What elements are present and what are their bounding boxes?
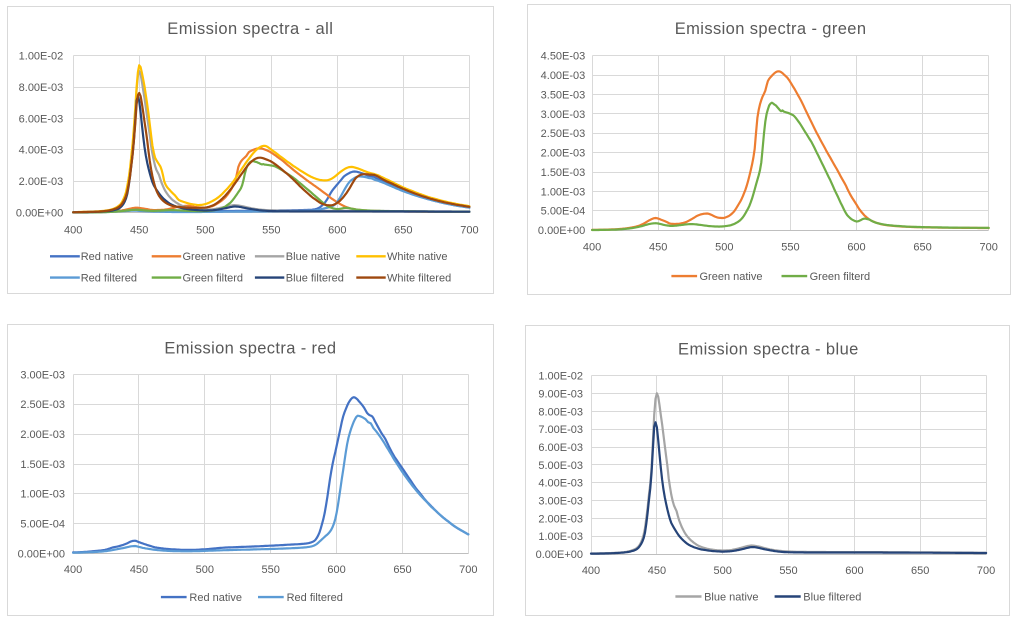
svg-text:Red filtered: Red filtered — [81, 273, 137, 285]
svg-text:8.00E-03: 8.00E-03 — [19, 82, 64, 94]
svg-text:450: 450 — [648, 565, 666, 577]
svg-text:450: 450 — [130, 564, 148, 576]
svg-text:Red filtered: Red filtered — [287, 592, 343, 604]
svg-text:400: 400 — [64, 224, 82, 236]
svg-text:Blue native: Blue native — [704, 591, 758, 603]
svg-text:0.00E+00: 0.00E+00 — [536, 549, 583, 561]
svg-text:400: 400 — [583, 241, 601, 253]
svg-text:2.00E-03: 2.00E-03 — [538, 513, 583, 525]
svg-text:4.00E-03: 4.00E-03 — [541, 70, 586, 82]
svg-text:Emission spectra - red: Emission spectra - red — [164, 339, 336, 357]
svg-text:700: 700 — [460, 224, 478, 236]
svg-text:Red native: Red native — [189, 592, 242, 604]
svg-text:550: 550 — [779, 565, 797, 577]
svg-text:1.00E-03: 1.00E-03 — [541, 186, 586, 198]
svg-text:600: 600 — [847, 241, 865, 253]
svg-text:700: 700 — [459, 564, 477, 576]
svg-text:1.00E-03: 1.00E-03 — [538, 531, 583, 543]
svg-text:6.00E-03: 6.00E-03 — [538, 442, 583, 454]
svg-text:550: 550 — [262, 564, 280, 576]
svg-text:Green native: Green native — [700, 271, 763, 283]
svg-text:450: 450 — [130, 224, 148, 236]
svg-text:1.00E-02: 1.00E-02 — [19, 51, 64, 63]
svg-text:450: 450 — [649, 241, 667, 253]
svg-text:5.00E-04: 5.00E-04 — [541, 206, 586, 218]
svg-text:500: 500 — [714, 565, 732, 577]
svg-text:Green filterd: Green filterd — [810, 271, 871, 283]
svg-text:2.50E-03: 2.50E-03 — [20, 399, 65, 411]
svg-text:3.00E-03: 3.00E-03 — [538, 495, 583, 507]
svg-text:White filtered: White filtered — [387, 273, 451, 285]
svg-text:2.00E-03: 2.00E-03 — [20, 429, 65, 441]
svg-text:650: 650 — [913, 241, 931, 253]
svg-text:Emission spectra - blue: Emission spectra - blue — [678, 340, 859, 358]
svg-text:4.00E-03: 4.00E-03 — [538, 478, 583, 490]
svg-text:0.00E+00: 0.00E+00 — [16, 208, 63, 220]
svg-text:1.50E-03: 1.50E-03 — [20, 459, 65, 471]
svg-text:400: 400 — [582, 565, 600, 577]
svg-text:600: 600 — [845, 565, 863, 577]
svg-text:500: 500 — [715, 241, 733, 253]
svg-text:4.00E-03: 4.00E-03 — [19, 145, 64, 157]
svg-text:5.00E-03: 5.00E-03 — [538, 460, 583, 472]
svg-text:Emission spectra - all: Emission spectra - all — [167, 20, 333, 38]
svg-text:White native: White native — [387, 251, 448, 263]
svg-text:6.00E-03: 6.00E-03 — [19, 113, 64, 125]
svg-text:Green filterd: Green filterd — [183, 273, 244, 285]
svg-text:0.00E+00: 0.00E+00 — [538, 225, 585, 237]
svg-text:700: 700 — [980, 241, 998, 253]
svg-text:2.50E-03: 2.50E-03 — [541, 128, 586, 140]
svg-text:550: 550 — [262, 224, 280, 236]
svg-text:0.00E+00: 0.00E+00 — [18, 548, 65, 560]
svg-text:500: 500 — [196, 564, 214, 576]
svg-text:3.00E-03: 3.00E-03 — [20, 369, 65, 381]
svg-text:3.00E-03: 3.00E-03 — [541, 109, 586, 121]
svg-text:4.50E-03: 4.50E-03 — [541, 51, 586, 63]
svg-text:1.00E-03: 1.00E-03 — [20, 489, 65, 501]
svg-text:650: 650 — [911, 565, 929, 577]
svg-text:Blue filtered: Blue filtered — [803, 591, 861, 603]
svg-text:Red native: Red native — [81, 251, 134, 263]
svg-text:600: 600 — [327, 564, 345, 576]
svg-text:650: 650 — [394, 224, 412, 236]
svg-text:2.00E-03: 2.00E-03 — [541, 148, 586, 160]
svg-text:Emission spectra - green: Emission spectra - green — [675, 20, 867, 38]
svg-text:550: 550 — [781, 241, 799, 253]
svg-text:5.00E-04: 5.00E-04 — [20, 519, 65, 531]
svg-text:8.00E-03: 8.00E-03 — [538, 406, 583, 418]
svg-text:Blue filtered: Blue filtered — [286, 273, 344, 285]
svg-text:650: 650 — [393, 564, 411, 576]
svg-text:600: 600 — [328, 224, 346, 236]
svg-text:7.00E-03: 7.00E-03 — [538, 424, 583, 436]
svg-text:9.00E-03: 9.00E-03 — [538, 389, 583, 401]
svg-text:700: 700 — [977, 565, 995, 577]
svg-text:1.00E-02: 1.00E-02 — [538, 371, 583, 383]
svg-text:400: 400 — [64, 564, 82, 576]
svg-text:3.50E-03: 3.50E-03 — [541, 90, 586, 102]
svg-text:2.00E-03: 2.00E-03 — [19, 176, 64, 188]
svg-text:Green native: Green native — [183, 251, 246, 263]
svg-text:500: 500 — [196, 224, 214, 236]
svg-text:Blue native: Blue native — [286, 251, 340, 263]
svg-text:1.50E-03: 1.50E-03 — [541, 167, 586, 179]
